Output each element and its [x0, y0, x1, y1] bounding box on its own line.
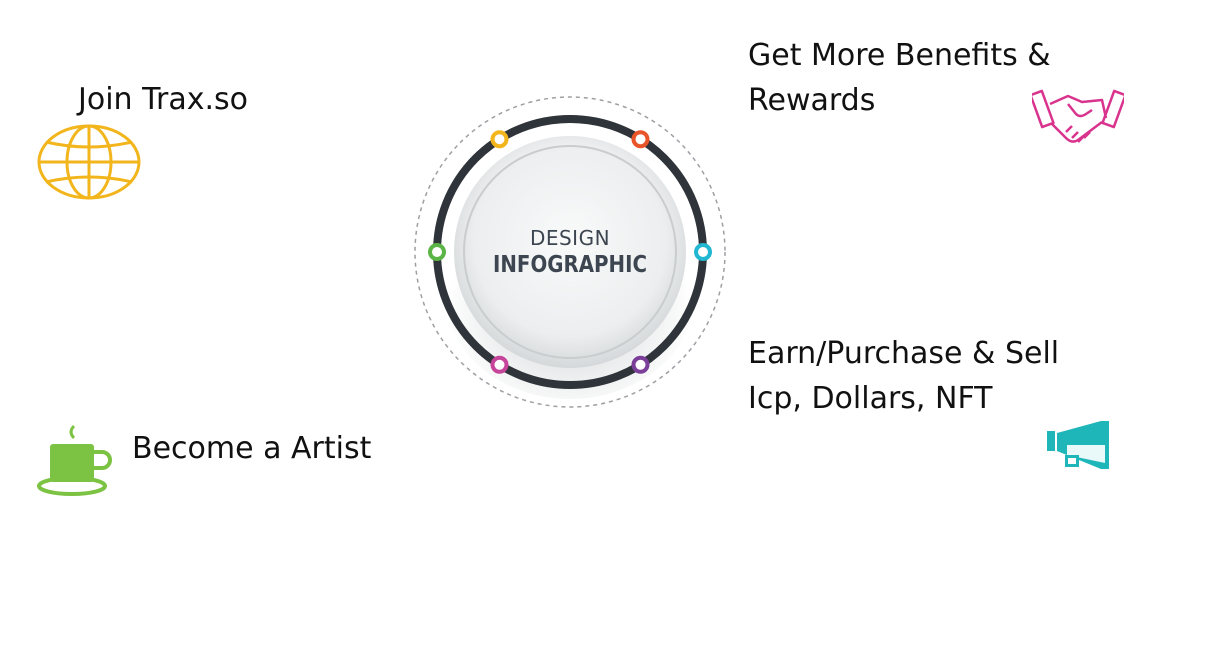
outer-dashed-ring: [414, 96, 726, 408]
ring-marker-dot: [631, 355, 650, 374]
ring-marker-dot: [490, 130, 509, 149]
item-label-line: Rewards: [748, 83, 876, 118]
globe-icon: [36, 122, 142, 202]
item-label-artist: Become a Artist: [132, 426, 371, 471]
inner-ring: [463, 145, 677, 359]
item-label-line: Earn/Purchase & Sell: [748, 336, 1060, 371]
ring-marker-dot: [428, 243, 446, 261]
ring-marker-dot: [631, 130, 650, 149]
item-label-earn: Earn/Purchase & Sell Icp, Dollars, NFT: [748, 331, 1059, 421]
hub-subtitle: INFOGRAPHIC: [493, 252, 647, 278]
item-label-line: Icp, Dollars, NFT: [748, 381, 993, 416]
megaphone-icon: [1045, 419, 1113, 471]
item-label-benefits: Get More Benefits & Rewards: [748, 33, 1051, 123]
item-label-line: Get More Benefits &: [748, 38, 1051, 73]
hub-title: DESIGN: [529, 226, 611, 250]
handshake-icon: [1029, 82, 1127, 154]
item-label-line: Become a Artist: [132, 431, 372, 466]
item-label-join: Join Trax.so: [78, 77, 248, 122]
item-label-line: Join Trax.so: [78, 82, 248, 117]
ring-marker-dot: [490, 355, 509, 374]
cup-icon: [36, 424, 116, 498]
center-disc: [454, 136, 686, 368]
ring-marker-dot: [694, 243, 712, 261]
infographic-hub: DESIGN INFOGRAPHIC: [410, 94, 730, 414]
